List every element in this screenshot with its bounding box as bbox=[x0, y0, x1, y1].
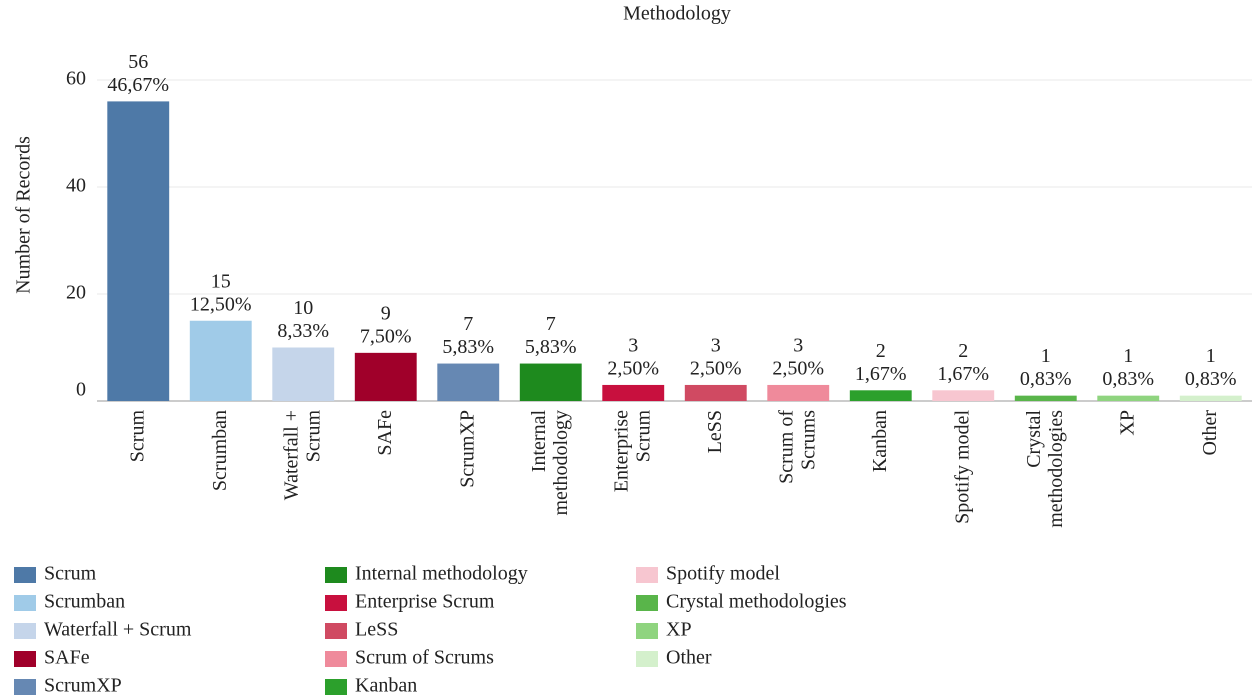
x-tick-label: Scrumban bbox=[208, 410, 230, 491]
x-tick-label: Internalmethodology bbox=[527, 410, 571, 516]
bar bbox=[1097, 395, 1160, 401]
legend-swatch bbox=[636, 651, 658, 667]
legend-swatch bbox=[325, 623, 347, 639]
bar bbox=[684, 384, 747, 401]
percent-label: 8,33% bbox=[277, 320, 329, 342]
bar bbox=[767, 384, 830, 401]
legend-label: Other bbox=[666, 647, 712, 669]
legend-swatch bbox=[325, 651, 347, 667]
percent-label: 2,50% bbox=[607, 358, 659, 380]
legend-label: ScrumXP bbox=[44, 675, 122, 697]
legend-swatch bbox=[325, 595, 347, 611]
legend-label: Kanban bbox=[355, 675, 417, 697]
legend-label: Waterfall + Scrum bbox=[44, 619, 192, 641]
percent-label: 12,50% bbox=[190, 293, 252, 315]
x-tick-label: XP bbox=[1116, 410, 1138, 436]
legend-label: Enterprise Scrum bbox=[355, 591, 495, 613]
bar bbox=[932, 390, 995, 401]
value-label: 3 bbox=[793, 335, 803, 357]
x-tick-label: Waterfall +Scrum bbox=[280, 410, 324, 501]
x-tick-label: Spotify model bbox=[951, 410, 973, 524]
chart-title: Methodology bbox=[623, 3, 731, 25]
value-label: 3 bbox=[628, 335, 638, 357]
legend-swatch bbox=[14, 679, 36, 695]
percent-label: 1,67% bbox=[855, 363, 907, 385]
value-label: 1 bbox=[1041, 345, 1051, 367]
value-label: 3 bbox=[711, 335, 721, 357]
bar bbox=[354, 352, 417, 401]
value-label: 1 bbox=[1123, 345, 1133, 367]
x-tick-label: Other bbox=[1198, 410, 1220, 456]
x-tick-label: Scrum ofScrums bbox=[775, 410, 819, 484]
bar bbox=[1014, 395, 1077, 401]
bar bbox=[272, 347, 335, 401]
legend-label: Scrum of Scrums bbox=[355, 647, 494, 669]
value-label: 10 bbox=[293, 297, 313, 319]
percent-label: 2,50% bbox=[690, 358, 742, 380]
legend-swatch bbox=[14, 651, 36, 667]
x-tick-label: LeSS bbox=[703, 410, 725, 453]
value-label: 2 bbox=[876, 340, 886, 362]
percent-label: 5,83% bbox=[525, 336, 577, 358]
bar bbox=[849, 390, 912, 401]
legend-label: Crystal methodologies bbox=[666, 591, 847, 613]
bar bbox=[519, 363, 582, 401]
value-label: 9 bbox=[381, 302, 391, 324]
value-label: 7 bbox=[463, 313, 473, 335]
legend-label: Scrum bbox=[44, 563, 97, 585]
x-tick-label: Kanban bbox=[868, 410, 890, 472]
legend-label: Scrumban bbox=[44, 591, 125, 613]
legend-label: SAFe bbox=[44, 647, 90, 669]
legend-swatch bbox=[325, 679, 347, 695]
y-tick-label: 20 bbox=[66, 282, 86, 304]
y-tick-label: 0 bbox=[76, 379, 86, 401]
legend-swatch bbox=[636, 595, 658, 611]
legend-label: XP bbox=[666, 619, 692, 641]
percent-label: 7,50% bbox=[360, 325, 412, 347]
value-label: 7 bbox=[546, 313, 556, 335]
value-label: 2 bbox=[958, 340, 968, 362]
y-tick-label: 40 bbox=[66, 175, 86, 197]
percent-label: 0,83% bbox=[1102, 368, 1154, 390]
x-tick-label: ScrumXP bbox=[456, 410, 478, 488]
bar bbox=[602, 384, 665, 401]
legend-swatch bbox=[14, 567, 36, 583]
legend-swatch bbox=[636, 623, 658, 639]
value-label: 15 bbox=[211, 270, 231, 292]
x-tick-label: EnterpriseScrum bbox=[610, 410, 654, 493]
percent-label: 46,67% bbox=[107, 74, 169, 96]
percent-label: 5,83% bbox=[442, 336, 494, 358]
x-tick-label: SAFe bbox=[373, 410, 395, 456]
legend-label: LeSS bbox=[355, 619, 398, 641]
y-tick-label: 60 bbox=[66, 68, 86, 90]
percent-label: 0,83% bbox=[1020, 368, 1072, 390]
legend-swatch bbox=[325, 567, 347, 583]
bar bbox=[437, 363, 500, 401]
y-axis-title: Number of Records bbox=[13, 136, 35, 294]
legend-swatch bbox=[14, 595, 36, 611]
x-tick-label: Scrum bbox=[126, 410, 148, 463]
legend-label: Internal methodology bbox=[355, 563, 528, 585]
bar bbox=[1179, 395, 1242, 401]
x-tick-label: Crystalmethodologies bbox=[1022, 410, 1066, 528]
bar bbox=[107, 101, 170, 402]
legend-label: Spotify model bbox=[666, 563, 780, 585]
legend-swatch bbox=[14, 623, 36, 639]
percent-label: 1,67% bbox=[937, 363, 989, 385]
value-label: 1 bbox=[1206, 345, 1216, 367]
bar bbox=[189, 320, 252, 401]
value-label: 56 bbox=[128, 51, 148, 73]
percent-label: 2,50% bbox=[772, 358, 824, 380]
percent-label: 0,83% bbox=[1185, 368, 1237, 390]
legend-swatch bbox=[636, 567, 658, 583]
